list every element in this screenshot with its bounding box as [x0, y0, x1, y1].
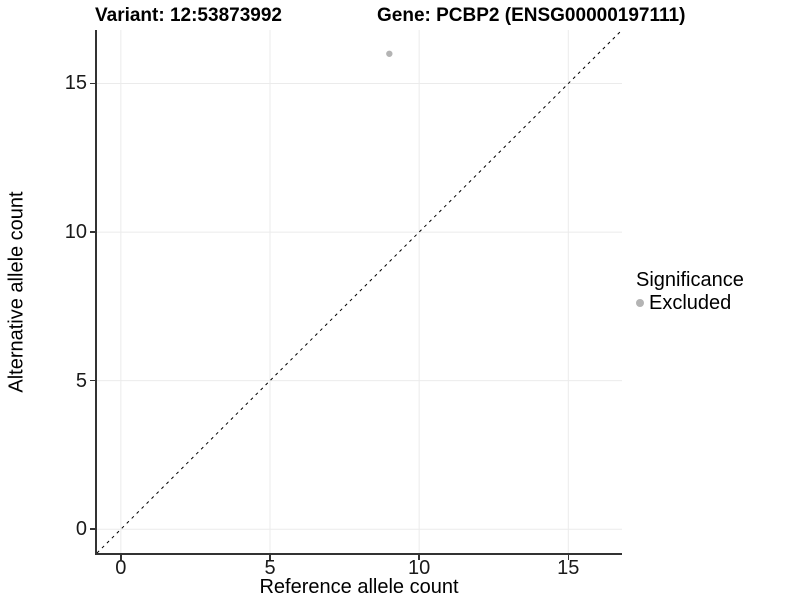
x-tick-label-5: 5: [264, 557, 276, 579]
y-tick-label-0: 0: [75, 518, 87, 541]
legend: Significance Excluded: [636, 269, 744, 313]
legend-item-label: Excluded: [649, 292, 732, 314]
plot-title-gene: Gene: PCBP2 (ENSG00000197111): [377, 5, 686, 26]
x-tick-mark-5: [269, 555, 271, 560]
plot-title-variant: Variant: 12:53873992: [95, 5, 282, 26]
legend-item-excluded: Excluded: [636, 293, 744, 313]
legend-point-icon: [636, 299, 644, 307]
data-point-excluded: [386, 50, 393, 57]
y-axis-label: Alternative allele count: [5, 191, 28, 393]
x-tick-mark-10: [418, 555, 420, 560]
y-tick-mark-15: [90, 82, 95, 85]
plot-panel: [95, 30, 622, 555]
y-tick-mark-10: [90, 231, 95, 233]
x-tick-mark-0: [120, 555, 122, 560]
legend-title: Significance: [636, 269, 744, 291]
y-tick-label-5: 5: [75, 369, 87, 392]
x-axis-label: Reference allele count: [259, 576, 459, 598]
identity-dashed-line: [97, 30, 622, 553]
y-tick-mark-5: [90, 379, 95, 382]
plot-canvas: [97, 30, 622, 553]
x-tick-mark-15: [567, 555, 570, 560]
x-tick-label-15: 15: [557, 557, 580, 579]
y-tick-mark-0: [90, 528, 95, 530]
y-tick-label-15: 15: [64, 72, 87, 95]
x-tick-label-0: 0: [115, 557, 127, 579]
x-tick-label-10: 10: [408, 557, 431, 579]
y-tick-label-10: 10: [64, 221, 87, 244]
